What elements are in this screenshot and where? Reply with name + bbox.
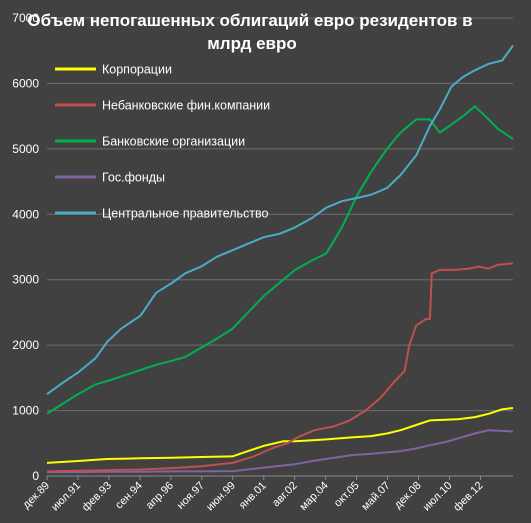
x-tick-label: окт.05 xyxy=(332,480,362,510)
x-tick-label: июн.99 xyxy=(204,480,238,514)
x-tick-label: июл.91 xyxy=(49,480,83,514)
legend-label: Банковские организации xyxy=(102,135,245,149)
legend-label: Небанковские фин.компании xyxy=(102,99,270,113)
y-tick-label: 6000 xyxy=(12,76,39,90)
y-tick-label: 5000 xyxy=(12,142,39,156)
y-axis: 0 1000 2000 3000 4000 5000 6000 7000 xyxy=(12,11,39,483)
x-tick-label: дек.08 xyxy=(392,480,424,512)
legend: Корпорации Небанковские фин.компании Банко… xyxy=(55,63,270,221)
x-tick-label: сен.94 xyxy=(113,480,145,512)
x-tick-label: июл.10 xyxy=(421,480,455,514)
x-tick-label: ноя.97 xyxy=(175,480,207,512)
legend-label: Корпорации xyxy=(102,63,172,77)
x-tick-label: апр.96 xyxy=(144,480,176,512)
legend-label: Гос.фонды xyxy=(102,171,165,185)
chart-title-line1: Объем непогашенных облигаций евро резиде… xyxy=(27,11,472,30)
legend-label: Центральное правительство xyxy=(102,207,269,221)
x-tick-label: мар.04 xyxy=(297,480,330,513)
series-line-4 xyxy=(46,44,514,396)
series-lines xyxy=(46,44,514,474)
x-tick-label: фев.93 xyxy=(80,480,114,514)
x-tick-label: янв.01 xyxy=(237,480,269,512)
y-tick-label: 0 xyxy=(32,469,39,483)
series-line-1 xyxy=(46,262,514,473)
series-line-0 xyxy=(46,407,514,464)
series-line-2 xyxy=(46,105,514,415)
y-tick-label: 7000 xyxy=(12,11,39,25)
series-line-3 xyxy=(47,429,514,474)
x-tick-label: авг.02 xyxy=(270,480,300,510)
x-tick-label: май.07 xyxy=(359,480,392,513)
gridlines xyxy=(47,17,513,477)
x-tick-label: дек.89 xyxy=(21,480,53,512)
x-tick-label: фев.12 xyxy=(451,480,485,514)
y-tick-label: 1000 xyxy=(12,404,39,418)
y-tick-label: 2000 xyxy=(12,338,39,352)
y-tick-label: 3000 xyxy=(12,273,39,287)
chart-title-line2: млрд евро xyxy=(207,34,297,53)
y-tick-label: 4000 xyxy=(12,207,39,221)
